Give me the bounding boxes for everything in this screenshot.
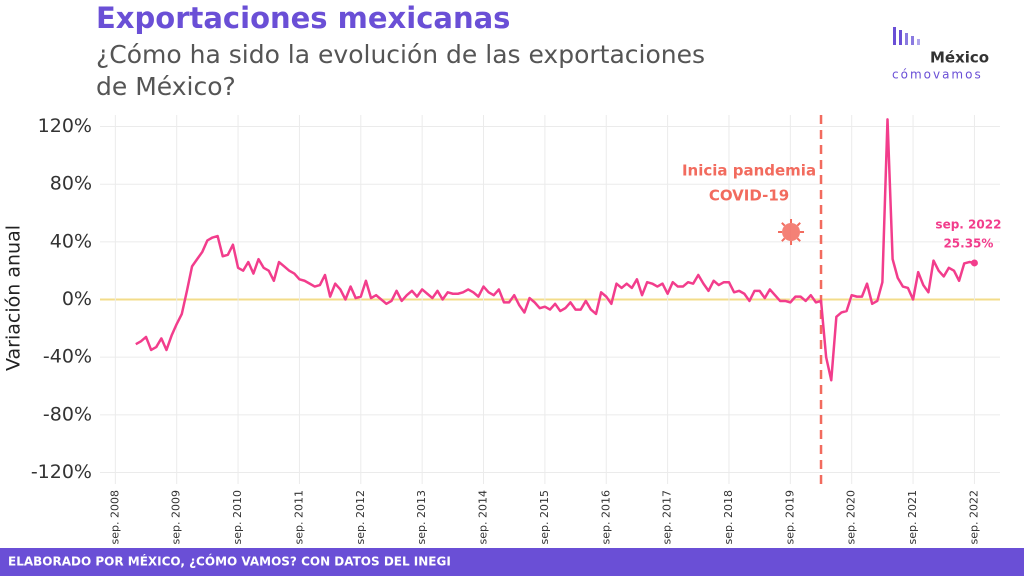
- virus-spike: [781, 237, 786, 242]
- x-tick-label: sep. 2020: [845, 490, 858, 544]
- annotation: COVID-19: [709, 187, 789, 205]
- series-line: [135, 118, 975, 382]
- y-tick-label: -120%: [31, 461, 92, 483]
- x-tick-label: sep. 2015: [538, 490, 551, 544]
- virus-spike: [796, 222, 801, 227]
- logo-bar: [917, 39, 920, 45]
- footer-bar: [0, 548, 1024, 576]
- x-tick-label: sep. 2016: [599, 490, 612, 544]
- y-axis-label: Variación anual: [3, 225, 25, 371]
- logo-bar: [893, 27, 896, 45]
- virus-body: [782, 223, 801, 241]
- y-tick-label: -40%: [43, 346, 92, 368]
- annotation: Inicia pandemia: [682, 162, 816, 180]
- virus-spike: [781, 222, 786, 227]
- x-tick-label: sep. 2013: [415, 490, 428, 544]
- y-tick-label: 40%: [50, 230, 92, 252]
- x-tick-label: sep. 2014: [477, 490, 490, 544]
- y-tick-label: -80%: [43, 403, 92, 425]
- y-tick-label: 80%: [50, 173, 92, 195]
- logo: México cómovamos: [892, 27, 989, 82]
- footer: ELABORADO POR MÉXICO, ¿CÓMO VAMOS? CON D…: [8, 554, 451, 569]
- x-tick-label: sep. 2021: [906, 490, 919, 544]
- end-label: 25.35%: [943, 236, 993, 250]
- logo-bar: [905, 33, 908, 45]
- y-tick-label: 120%: [38, 115, 92, 137]
- x-tick-label: sep. 2017: [661, 490, 674, 544]
- x-tick-label: sep. 2012: [354, 490, 367, 544]
- subtitle: ¿Cómo ha sido la evolución de las export…: [96, 40, 705, 69]
- subtitle: de México?: [96, 72, 236, 101]
- logo-text: cómovamos: [892, 68, 983, 82]
- x-tick-label: sep. 2022: [967, 490, 980, 544]
- x-tick-label: sep. 2018: [722, 490, 735, 544]
- x-tick-label: sep. 2011: [292, 490, 305, 544]
- end-point: [970, 259, 978, 267]
- logo-text: México: [930, 49, 989, 67]
- x-tick-label: sep. 2009: [170, 490, 183, 544]
- y-tick-label: 0%: [62, 288, 92, 310]
- x-tick-label: sep. 2008: [108, 490, 121, 544]
- end-label: sep. 2022: [935, 217, 1001, 231]
- virus-icon: [778, 219, 805, 245]
- chart-title: Exportaciones mexicanas: [96, 1, 510, 35]
- x-tick-label: sep. 2010: [231, 490, 244, 544]
- virus-spike: [796, 237, 801, 242]
- x-tick-label: sep. 2019: [783, 490, 796, 544]
- logo-bar: [899, 30, 902, 45]
- logo-bar: [911, 36, 914, 45]
